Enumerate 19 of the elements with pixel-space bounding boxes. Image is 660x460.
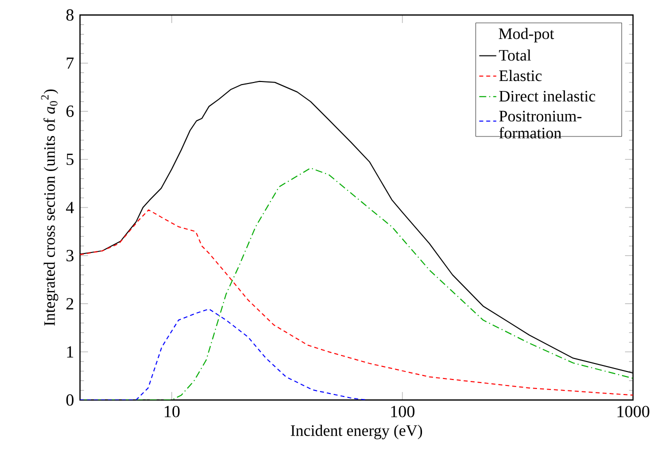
y-tick-label: 5 xyxy=(66,154,74,166)
legend-label: Elastic xyxy=(499,70,542,82)
legend-label: Positronium-formation xyxy=(499,110,582,138)
legend-label: Direct inelastic xyxy=(499,90,596,102)
legend-label: Total xyxy=(499,49,531,61)
legend-title: Mod-pot xyxy=(498,28,554,42)
y-tick-label: 1 xyxy=(67,346,74,358)
y-tick-label: 7 xyxy=(66,58,74,69)
y-tick-label: 0 xyxy=(66,394,74,406)
x-tick-label: 1000 xyxy=(618,406,650,418)
y-tick-label: 2 xyxy=(66,298,74,310)
x-tick-label: 10 xyxy=(164,406,180,418)
y-tick-label: 8 xyxy=(66,9,74,21)
y-tick-label: 4 xyxy=(66,202,74,214)
x-axis-title: Incident energy (eV) xyxy=(290,424,422,440)
y-axis-title: Integrated cross section (units of a$_{0}$$^{2}$) xyxy=(41,89,58,326)
y-tick-label: 3 xyxy=(66,250,74,262)
y-tick-label: 6 xyxy=(66,106,74,117)
x-tick-label: 100 xyxy=(391,406,414,418)
